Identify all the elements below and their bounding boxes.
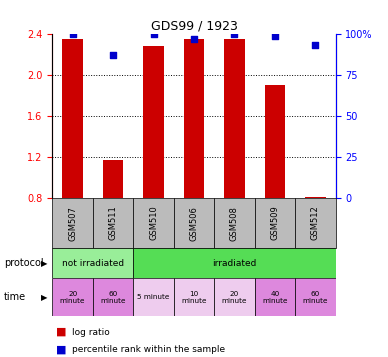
Bar	[255, 278, 295, 316]
Text: protocol: protocol	[4, 258, 43, 268]
Point	[110, 52, 116, 58]
Text: 40
minute: 40 minute	[262, 291, 288, 304]
Bar	[103, 160, 123, 198]
Title: GDS99 / 1923: GDS99 / 1923	[151, 20, 237, 33]
Bar	[133, 248, 336, 278]
Point	[69, 31, 76, 37]
Text: ▶: ▶	[42, 293, 48, 302]
Text: not irradiated: not irradiated	[62, 259, 124, 268]
Text: percentile rank within the sample: percentile rank within the sample	[72, 345, 225, 355]
Bar	[52, 248, 133, 278]
Text: 20
minute: 20 minute	[222, 291, 247, 304]
Bar	[174, 198, 214, 248]
Bar	[144, 46, 164, 198]
Bar	[93, 198, 133, 248]
Text: log ratio: log ratio	[72, 327, 109, 337]
Text: 10
minute: 10 minute	[181, 291, 207, 304]
Text: ■: ■	[56, 345, 67, 355]
Text: GSM509: GSM509	[270, 206, 279, 241]
Text: 60
minute: 60 minute	[303, 291, 328, 304]
Point	[312, 42, 319, 48]
Bar	[93, 278, 133, 316]
Point	[231, 31, 237, 37]
Bar	[62, 39, 83, 198]
Bar	[265, 85, 285, 198]
Point	[151, 31, 157, 37]
Bar	[133, 198, 174, 248]
Text: 60
minute: 60 minute	[100, 291, 126, 304]
Bar	[305, 197, 326, 198]
Text: GSM506: GSM506	[189, 206, 199, 241]
Text: 5 minute: 5 minute	[137, 294, 170, 300]
Text: GSM508: GSM508	[230, 206, 239, 241]
Bar	[214, 198, 255, 248]
Bar	[224, 39, 244, 198]
Bar	[214, 278, 255, 316]
Text: time: time	[4, 292, 26, 302]
Bar	[133, 278, 174, 316]
Bar	[255, 198, 295, 248]
Text: ▶: ▶	[42, 259, 48, 268]
Text: 20
minute: 20 minute	[60, 291, 85, 304]
Bar	[295, 198, 336, 248]
Text: GSM507: GSM507	[68, 206, 77, 241]
Bar	[174, 278, 214, 316]
Bar	[184, 39, 204, 198]
Text: GSM510: GSM510	[149, 206, 158, 241]
Text: GSM512: GSM512	[311, 206, 320, 241]
Point	[272, 33, 278, 39]
Point	[191, 36, 197, 42]
Text: irradiated: irradiated	[212, 259, 256, 268]
Bar	[52, 198, 93, 248]
Bar	[52, 278, 93, 316]
Bar	[295, 278, 336, 316]
Text: GSM511: GSM511	[109, 206, 118, 241]
Text: ■: ■	[56, 327, 67, 337]
